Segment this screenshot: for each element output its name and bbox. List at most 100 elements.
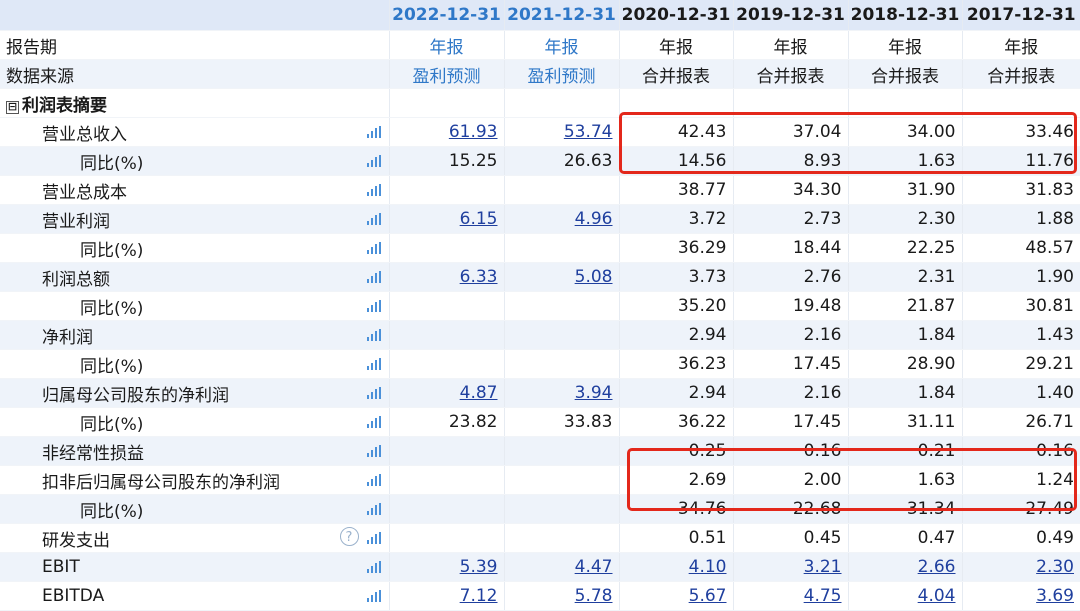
- value-link[interactable]: 7.12: [459, 586, 498, 606]
- value-cell[interactable]: 3.69: [961, 581, 1080, 611]
- row-label: 扣非后归属母公司股东的净利润: [0, 465, 389, 495]
- value-cell: 22.68: [732, 494, 848, 524]
- bar-chart-icon[interactable]: [366, 126, 381, 138]
- value-cell: 31.90: [847, 175, 962, 205]
- data-source: 合并报表: [847, 59, 962, 89]
- bar-chart-icon[interactable]: [366, 271, 381, 283]
- value-link[interactable]: 6.33: [459, 267, 498, 287]
- bar-chart-icon[interactable]: [366, 474, 381, 486]
- section-title: 利润表摘要: [22, 95, 107, 116]
- value-link[interactable]: 4.04: [917, 586, 956, 606]
- value-cell[interactable]: 4.87: [388, 378, 504, 408]
- value-link[interactable]: 6.15: [459, 209, 498, 229]
- header-row-data-source: 数据来源 盈利预测 盈利预测 合并报表 合并报表 合并报表 合并报表: [0, 59, 1080, 89]
- value-link[interactable]: 61.93: [448, 122, 498, 142]
- value-cell: 33.83: [503, 407, 619, 437]
- bar-chart-icon[interactable]: [366, 184, 381, 196]
- value-cell[interactable]: 5.67: [618, 581, 733, 611]
- value-cell: 28.90: [847, 349, 962, 379]
- period-date[interactable]: 2021-12-31: [503, 0, 619, 31]
- help-icon[interactable]: ?: [339, 527, 359, 546]
- bar-chart-icon[interactable]: [366, 213, 381, 225]
- row-label: 营业利润: [0, 204, 389, 234]
- value-cell: 1.90: [961, 262, 1080, 292]
- table-row: 同比(%) 36.29 18.44 22.25 48.57: [0, 233, 1080, 263]
- value-link[interactable]: 3.21: [803, 557, 842, 577]
- value-cell: 1.43: [961, 320, 1080, 350]
- value-cell: 2.73: [732, 204, 848, 234]
- value-cell: 0.21: [847, 436, 962, 466]
- bar-chart-icon[interactable]: [366, 242, 381, 254]
- value-cell: 1.84: [847, 378, 962, 408]
- value-cell: 17.45: [732, 349, 848, 379]
- value-link[interactable]: 5.67: [688, 586, 727, 606]
- period-date[interactable]: 2018-12-31: [847, 0, 962, 31]
- value-cell: 1.84: [847, 320, 962, 350]
- value-cell[interactable]: 2.30: [961, 552, 1080, 582]
- value-cell[interactable]: 4.75: [732, 581, 848, 611]
- bar-chart-icon[interactable]: [366, 416, 381, 428]
- period-date[interactable]: 2022-12-31: [388, 0, 504, 31]
- value-cell[interactable]: 61.93: [388, 117, 504, 147]
- value-link[interactable]: 53.74: [563, 122, 613, 142]
- bar-chart-icon[interactable]: [366, 532, 381, 544]
- value-cell: 2.31: [847, 262, 962, 292]
- value-cell: [388, 436, 504, 466]
- value-link[interactable]: 2.30: [1036, 557, 1074, 577]
- value-cell: 21.87: [847, 291, 962, 321]
- value-link[interactable]: 4.87: [459, 383, 498, 403]
- bar-chart-icon[interactable]: [366, 590, 381, 602]
- period-date[interactable]: 2017-12-31: [961, 0, 1080, 31]
- section-header[interactable]: ⊟ 利润表摘要: [0, 88, 389, 118]
- collapse-toggle-icon[interactable]: ⊟: [6, 99, 19, 114]
- value-cell[interactable]: 4.96: [503, 204, 619, 234]
- bar-chart-icon[interactable]: [366, 329, 381, 341]
- value-cell[interactable]: 4.10: [618, 552, 733, 582]
- value-link[interactable]: 4.75: [803, 586, 842, 606]
- value-cell[interactable]: 7.12: [388, 581, 504, 611]
- bar-chart-icon[interactable]: [366, 358, 381, 370]
- value-cell: 19.48: [732, 291, 848, 321]
- value-cell: 30.81: [961, 291, 1080, 321]
- bar-chart-icon[interactable]: [366, 561, 381, 573]
- value-link[interactable]: 5.39: [459, 557, 498, 577]
- value-link[interactable]: 3.94: [574, 383, 613, 403]
- value-cell[interactable]: 5.08: [503, 262, 619, 292]
- period-date[interactable]: 2020-12-31: [618, 0, 733, 31]
- bar-chart-icon[interactable]: [366, 155, 381, 167]
- bar-chart-icon[interactable]: [366, 445, 381, 457]
- value-cell: 3.73: [618, 262, 733, 292]
- value-cell: 26.63: [503, 146, 619, 176]
- row-label: 归属母公司股东的净利润: [0, 378, 389, 408]
- value-cell: 0.25: [618, 436, 733, 466]
- value-cell[interactable]: 6.15: [388, 204, 504, 234]
- value-cell[interactable]: 5.39: [388, 552, 504, 582]
- report-period-label: 报告期: [0, 30, 389, 60]
- value-link[interactable]: 5.08: [574, 267, 613, 287]
- bar-chart-icon[interactable]: [366, 300, 381, 312]
- value-cell[interactable]: 3.94: [503, 378, 619, 408]
- value-cell: 17.45: [732, 407, 848, 437]
- value-cell[interactable]: 4.04: [847, 581, 962, 611]
- value-link[interactable]: 2.66: [917, 557, 956, 577]
- value-link[interactable]: 4.10: [688, 557, 727, 577]
- value-cell[interactable]: 2.66: [847, 552, 962, 582]
- value-link[interactable]: 4.47: [574, 557, 613, 577]
- section-row[interactable]: ⊟ 利润表摘要: [0, 88, 1080, 118]
- period-date[interactable]: 2019-12-31: [732, 0, 848, 31]
- value-cell[interactable]: 5.78: [503, 581, 619, 611]
- value-cell: 1.24: [961, 465, 1080, 495]
- value-cell: 26.71: [961, 407, 1080, 437]
- table-row: 同比(%) 15.25 26.63 14.56 8.93 1.63 11.76: [0, 146, 1080, 176]
- value-cell[interactable]: 3.21: [732, 552, 848, 582]
- value-cell[interactable]: 53.74: [503, 117, 619, 147]
- value-cell[interactable]: 4.47: [503, 552, 619, 582]
- value-link[interactable]: 5.78: [574, 586, 613, 606]
- row-label: EBITDA: [0, 581, 389, 611]
- value-link[interactable]: 4.96: [574, 209, 613, 229]
- bar-chart-icon[interactable]: [366, 503, 381, 515]
- value-link[interactable]: 3.69: [1036, 586, 1074, 606]
- bar-chart-icon[interactable]: [366, 387, 381, 399]
- value-cell[interactable]: 6.33: [388, 262, 504, 292]
